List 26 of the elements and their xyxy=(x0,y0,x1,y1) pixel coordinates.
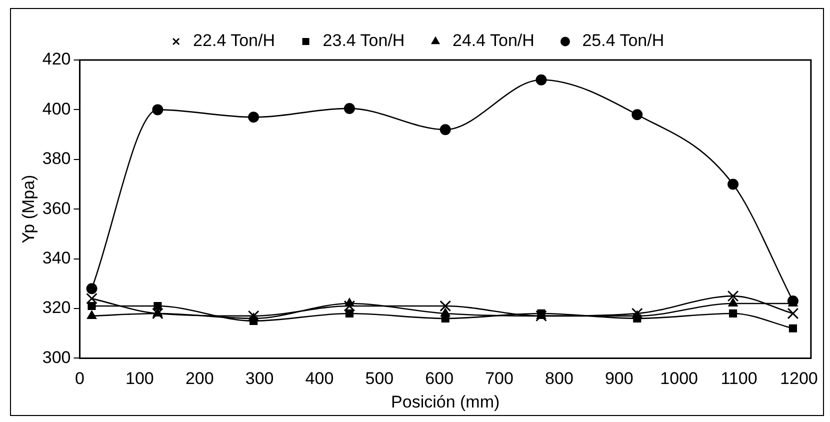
x-tick-label: 0 xyxy=(75,369,84,388)
y-axis-title: Yp (Mpa) xyxy=(18,174,38,244)
y-tick-label: 300 xyxy=(42,348,71,367)
y-tick-label: 400 xyxy=(42,99,71,118)
x-tick-label: 700 xyxy=(485,369,514,388)
x-tick-label: 600 xyxy=(425,369,454,388)
legend-label: 24.4 Ton/H xyxy=(452,31,534,50)
y-tick-label: 420 xyxy=(42,50,71,69)
x-tick-label: 100 xyxy=(126,369,154,388)
x-tick-label: 800 xyxy=(545,369,574,388)
x-axis-title: Posición (mm) xyxy=(391,392,500,412)
y-tick-label: 380 xyxy=(42,149,71,168)
x-tick-label: 1000 xyxy=(660,369,698,388)
x-tick-label: 300 xyxy=(245,369,274,388)
x-tick-label: 200 xyxy=(185,369,214,388)
x-tick-label: 900 xyxy=(604,369,634,388)
x-tick-label: 1200 xyxy=(780,369,818,388)
legend-label: 25.4 Ton/H xyxy=(582,31,664,50)
y-tick-label: 360 xyxy=(42,198,71,218)
x-tick-label: 500 xyxy=(365,369,394,388)
x-tick-label: 1100 xyxy=(720,369,758,388)
legend-label: 22.4 Ton/H xyxy=(193,31,275,50)
x-tick-label: 400 xyxy=(305,369,334,388)
legend-label: 23.4 Ton/H xyxy=(322,31,405,50)
y-tick-label: 340 xyxy=(42,248,71,268)
y-tick-label: 320 xyxy=(42,298,71,318)
